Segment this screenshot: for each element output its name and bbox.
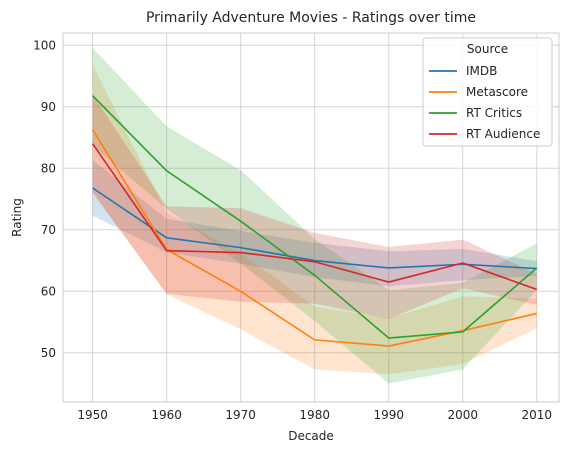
legend-title: Source — [467, 42, 508, 56]
x-tick-label: 1990 — [373, 408, 404, 422]
grid — [63, 33, 559, 402]
legend-items: IMDB Metascore RT Critics RT Audience — [429, 64, 540, 141]
ci-band-rt-critics — [92, 47, 537, 384]
y-tick-label: 70 — [41, 223, 56, 237]
x-tick-label: 1950 — [77, 408, 108, 422]
y-tick-label: 60 — [41, 284, 56, 298]
y-tick-label: 90 — [41, 100, 56, 114]
chart-title: Primarily Adventure Movies - Ratings ove… — [146, 10, 476, 26]
y-tick-label: 80 — [41, 161, 56, 175]
x-tick-label: 1960 — [151, 408, 182, 422]
legend-label: RT Audience — [466, 127, 540, 141]
y-tick-label: 100 — [33, 38, 56, 52]
legend-label: RT Critics — [466, 106, 522, 120]
y-tick-label: 50 — [41, 346, 56, 360]
x-tick-label: 1970 — [225, 408, 256, 422]
series-line-rt-audience — [91, 143, 538, 291]
confidence-bands — [92, 47, 537, 384]
legend-label: Metascore — [466, 85, 528, 99]
ci-band-rt-audience — [92, 94, 537, 319]
ci-band-metascore — [92, 64, 537, 375]
x-tick-label: 1980 — [299, 408, 330, 422]
series-lines — [91, 95, 538, 347]
x-tick-label: 2000 — [447, 408, 478, 422]
legend-box — [422, 37, 553, 147]
x-tick-label: 2010 — [522, 408, 553, 422]
tick-labels: 1950 1960 1970 1980 1990 2000 2010 50 60 70 80 90 10… — [33, 38, 552, 422]
ci-band-imdb — [92, 160, 537, 287]
series-line-imdb — [92, 187, 537, 270]
x-axis-title: Decade — [288, 429, 334, 443]
legend-label: IMDB — [466, 64, 497, 78]
series-line-rt-critics — [92, 95, 538, 339]
legend: Source IMDB Metascore RT Critics RT Audienc… — [422, 37, 553, 147]
plot-frame — [62, 32, 560, 403]
y-axis-title: Rating — [10, 198, 24, 237]
